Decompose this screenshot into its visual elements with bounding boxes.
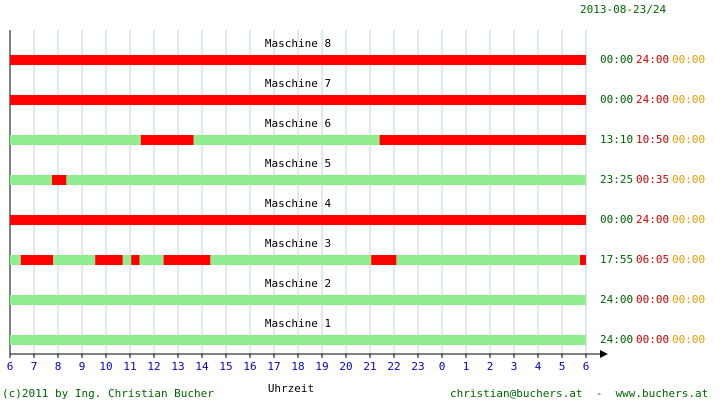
run-time-label: 24:00 [600,333,633,346]
x-tick-label: 17 [267,360,280,373]
segment-stopped [371,255,397,265]
x-tick-label: 11 [123,360,136,373]
x-tick-label: 23 [411,360,424,373]
segment-running [193,135,380,145]
other-time-label: 00:00 [672,133,705,146]
segment-stopped [163,255,211,265]
x-tick-label: 21 [363,360,376,373]
x-tick-label: 14 [195,360,209,373]
segment-stopped [52,175,67,185]
x-tick-label: 8 [55,360,62,373]
x-tick-label: 6 [583,360,590,373]
stop-time-label: 00:00 [636,333,669,346]
segment-running [10,255,21,265]
segment-stopped [379,135,586,145]
segment-running [66,175,586,185]
x-tick-label: 12 [147,360,160,373]
x-tick-label: 5 [559,360,566,373]
x-tick-label: 4 [535,360,542,373]
machine-label: Maschine 2 [265,277,331,290]
machine-label: Maschine 6 [265,117,331,130]
segment-stopped [95,255,123,265]
segment-running [53,255,96,265]
segment-running [139,255,164,265]
contact-text: christian@buchers.at - www.buchers.at [450,387,709,400]
other-time-label: 00:00 [672,253,705,266]
machine-label: Maschine 5 [265,157,331,170]
segment-stopped [10,215,586,225]
stop-time-label: 00:00 [636,293,669,306]
segment-stopped [131,255,140,265]
other-time-label: 00:00 [672,213,705,226]
stop-time-label: 10:50 [636,133,669,146]
stop-time-label: 24:00 [636,213,669,226]
x-tick-label: 19 [315,360,328,373]
x-tick-label: 7 [31,360,38,373]
x-tick-label: 1 [463,360,470,373]
x-tick-label: 16 [243,360,256,373]
machine-label: Maschine 7 [265,77,331,90]
segment-running [122,255,132,265]
stop-time-label: 00:35 [636,173,669,186]
copyright-text: (c)2011 by Ing. Christian Bucher [2,387,214,400]
machine-label: Maschine 1 [265,317,331,330]
stop-time-label: 06:05 [636,253,669,266]
segment-running [10,135,141,145]
x-tick-label: 0 [439,360,446,373]
other-time-label: 00:00 [672,293,705,306]
segment-stopped [580,255,586,265]
x-tick-label: 15 [219,360,232,373]
other-time-label: 00:00 [672,173,705,186]
x-tick-label: 20 [339,360,352,373]
x-tick-label: 9 [79,360,86,373]
run-time-label: 00:00 [600,53,633,66]
segment-running [10,175,52,185]
x-tick-label: 13 [171,360,184,373]
stop-time-label: 24:00 [636,93,669,106]
run-time-label: 00:00 [600,93,633,106]
segment-stopped [140,135,194,145]
segment-stopped [10,95,586,105]
run-time-label: 24:00 [600,293,633,306]
other-time-label: 00:00 [672,93,705,106]
segment-running [10,335,586,345]
machine-label: Maschine 3 [265,237,331,250]
x-tick-label: 10 [99,360,112,373]
other-time-label: 00:00 [672,53,705,66]
run-time-label: 23:25 [600,173,633,186]
segment-stopped [20,255,54,265]
x-tick-label: 22 [387,360,400,373]
date-label: 2013-08-23/24 [580,3,667,16]
run-time-label: 00:00 [600,213,633,226]
run-time-label: 17:55 [600,253,633,266]
x-tick-label: 3 [511,360,518,373]
segment-running [210,255,372,265]
x-tick-label: 18 [291,360,304,373]
other-time-label: 00:00 [672,333,705,346]
segment-running [10,295,586,305]
stop-time-label: 24:00 [636,53,669,66]
machine-label: Maschine 4 [265,197,332,210]
x-axis-label: Uhrzeit [268,382,314,395]
x-tick-label: 2 [487,360,494,373]
segment-stopped [10,55,586,65]
machine-label: Maschine 8 [265,37,331,50]
x-axis-arrow [600,350,608,358]
run-time-label: 13:10 [600,133,633,146]
x-tick-label: 6 [7,360,14,373]
segment-running [396,255,580,265]
x-axis: 6 7 8 9 10 11 12 13 14 15 16 17 18 19 20 21 22 23 0 1 2 3 4 5 6 [7,350,608,373]
